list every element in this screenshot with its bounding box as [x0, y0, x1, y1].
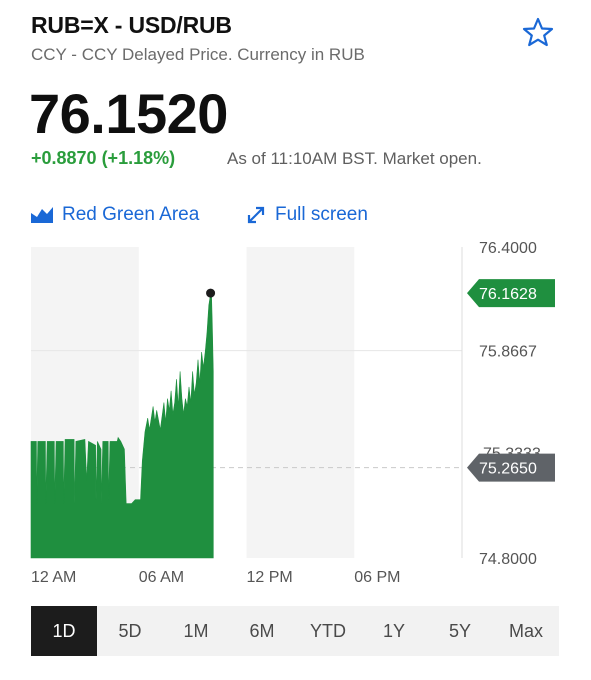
- y-tick-label: 74.8000: [479, 551, 537, 568]
- y-tick-label: 75.8667: [479, 344, 537, 361]
- shaded-band-1: [246, 247, 355, 558]
- previous-close-tag-bg: [467, 453, 555, 482]
- area-chart-icon: [31, 207, 53, 223]
- range-tab-6m[interactable]: 6M: [249, 620, 275, 641]
- price-change: +0.8870 (+1.18%): [31, 148, 176, 168]
- page-title: RUB=X - USD/RUB: [31, 12, 232, 38]
- range-tab-ytd[interactable]: YTD: [310, 620, 346, 641]
- star-icon: [522, 17, 554, 47]
- x-tick-label: 12 PM: [247, 569, 293, 586]
- last-price-dot: [206, 288, 216, 298]
- price-area-series: [30, 293, 214, 559]
- watchlist-star-button[interactable]: [522, 17, 554, 47]
- range-tab-5y[interactable]: 5Y: [448, 620, 472, 641]
- price-chart[interactable]: 76.400075.866774.800075.333376.162875.26…: [0, 240, 591, 600]
- chart-type-label: Red Green Area: [62, 204, 200, 225]
- fullscreen-button[interactable]: Full screen: [246, 204, 368, 226]
- x-tick-label: 06 AM: [139, 569, 184, 586]
- current-price-tag-bg: [467, 279, 555, 308]
- fullscreen-label: Full screen: [275, 204, 368, 225]
- quote-subtitle: CCY - CCY Delayed Price. Currency in RUB: [31, 45, 365, 64]
- current-price: 76.1520: [29, 82, 228, 145]
- range-tab-max[interactable]: Max: [508, 620, 543, 641]
- market-status: As of 11:10AM BST. Market open.: [227, 149, 482, 168]
- chart-type-button[interactable]: Red Green Area: [31, 204, 199, 226]
- x-tick-label: 12 AM: [31, 569, 76, 586]
- range-selector: 1D 5D 1M 6M YTD 1Y 5Y Max: [31, 606, 559, 656]
- range-tab-1m[interactable]: 1M: [183, 620, 209, 641]
- x-tick-label: 06 PM: [354, 569, 400, 586]
- range-tab-1d[interactable]: 1D: [31, 606, 97, 656]
- current-price-tag: 76.1628: [479, 286, 537, 303]
- range-tab-1y[interactable]: 1Y: [382, 620, 406, 641]
- y-tick-label: 76.4000: [479, 240, 537, 257]
- previous-close-tag: 75.2650: [479, 461, 537, 478]
- expand-icon: [247, 206, 265, 224]
- range-tab-5d[interactable]: 5D: [118, 620, 142, 641]
